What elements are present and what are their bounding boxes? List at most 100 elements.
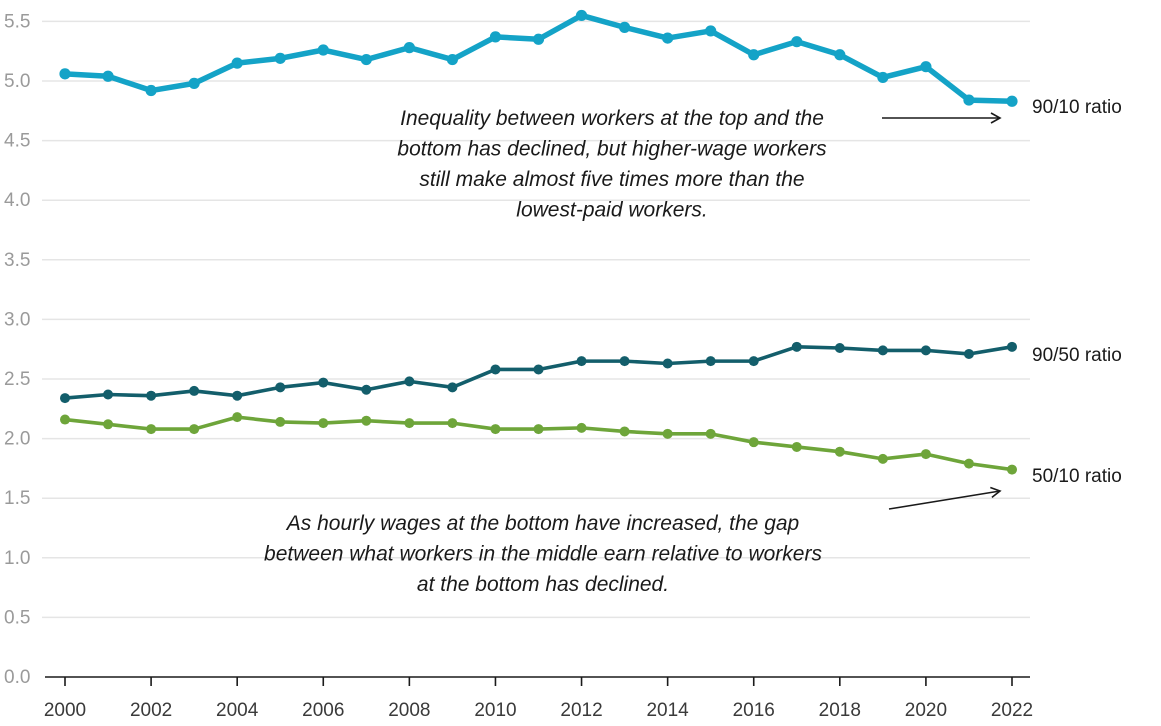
data-point [274, 52, 286, 64]
data-point [662, 428, 673, 439]
x-tick-label: 2006 [302, 700, 344, 721]
annotation-1: Inequality between workers at the top an… [397, 107, 827, 222]
data-point [490, 424, 501, 435]
data-point [318, 418, 329, 429]
series-50-10-ratio [60, 412, 1017, 475]
data-point [533, 424, 544, 435]
annotation-line: As hourly wages at the bottom have incre… [285, 512, 799, 535]
data-point [963, 458, 974, 469]
data-point [446, 53, 459, 66]
data-point [877, 71, 889, 84]
data-point [791, 341, 802, 352]
data-point [232, 412, 243, 423]
data-point [146, 424, 157, 435]
data-point [145, 84, 157, 97]
data-point [1007, 464, 1017, 475]
data-point [447, 418, 458, 429]
data-point [447, 382, 458, 393]
data-point [1007, 341, 1017, 352]
x-tick-label: 2000 [44, 700, 86, 721]
data-point [404, 418, 415, 429]
data-point [920, 449, 931, 460]
data-point [317, 44, 329, 56]
data-point [576, 422, 587, 433]
data-point [532, 33, 545, 45]
data-point [533, 364, 544, 375]
annotation-arrow [888, 486, 1002, 510]
x-axis: 2000 2002 2004 2006 2008 2010 2012 2014 2016 2018… [44, 676, 1033, 721]
series-label: 90/50 ratio [1032, 345, 1122, 366]
data-point [360, 53, 372, 66]
annotation-line: at the bottom has declined. [417, 573, 669, 596]
data-point [361, 384, 372, 395]
data-point [705, 428, 716, 439]
y-tick-label: 0.5 [4, 607, 30, 628]
series-90-50-ratio [60, 341, 1017, 404]
data-point [791, 36, 803, 48]
data-point [1006, 95, 1018, 107]
data-point [102, 70, 114, 82]
annotation-line: between what workers in the middle earn … [264, 543, 822, 566]
y-tick-label: 3.0 [4, 309, 30, 330]
x-tick-label: 2020 [905, 700, 947, 721]
data-point [877, 345, 888, 356]
x-tick-label: 2022 [991, 700, 1033, 721]
y-tick-label: 5.0 [4, 71, 30, 92]
data-point [963, 348, 974, 359]
y-tick-label: 4.5 [4, 131, 30, 152]
y-tick-label: 4.0 [4, 190, 30, 211]
data-point [232, 390, 243, 401]
x-tick-label: 2010 [474, 700, 516, 721]
data-point [576, 356, 587, 367]
x-tick-label: 2018 [819, 700, 861, 721]
x-tick-label: 2012 [560, 700, 602, 721]
annotation-line: Inequality between workers at the top an… [400, 107, 824, 130]
y-tick-label: 3.5 [4, 250, 30, 271]
data-point [275, 416, 286, 427]
x-tick-label: 2014 [646, 700, 689, 721]
data-point [361, 415, 372, 426]
series-label: 50/10 ratio [1032, 466, 1122, 487]
series-group [59, 9, 1018, 475]
y-tick-label: 0.0 [4, 667, 30, 688]
y-tick-label: 5.5 [4, 11, 30, 32]
y-tick-label: 2.0 [4, 429, 30, 450]
x-tick-label: 2004 [216, 700, 259, 721]
data-point [748, 356, 759, 367]
series-line [62, 12, 1015, 105]
data-point [231, 57, 243, 69]
annotation-2: As hourly wages at the bottom have incre… [264, 512, 822, 596]
data-point [748, 437, 759, 448]
y-tick-label: 1.5 [4, 488, 30, 509]
annotation-line: still make almost five times more than t… [419, 168, 804, 191]
data-point [189, 424, 200, 435]
data-point [963, 94, 975, 106]
gridlines: 0.0 0.5 1.0 1.5 2.0 2.5 3.0 3.5 4.0 4.5 5.0 5.5 [4, 11, 1030, 688]
data-point [834, 446, 845, 457]
data-point [575, 9, 588, 22]
data-point [189, 385, 200, 396]
data-point [834, 343, 845, 354]
data-point [275, 382, 286, 393]
data-point [618, 21, 631, 33]
x-tick-label: 2016 [733, 700, 775, 721]
data-point [59, 68, 71, 80]
data-point [60, 414, 70, 425]
series-label: 90/10 ratio [1032, 97, 1122, 118]
data-point [490, 364, 501, 375]
data-point [834, 49, 846, 61]
x-tick-label: 2008 [388, 700, 430, 721]
data-point [103, 419, 114, 430]
data-point [146, 390, 157, 401]
data-point [705, 356, 716, 367]
data-point [748, 49, 760, 61]
data-point [103, 389, 114, 400]
y-tick-label: 2.5 [4, 369, 30, 390]
annotations: Inequality between workers at the top an… [264, 107, 1002, 596]
data-point [619, 426, 630, 437]
data-point [403, 42, 415, 54]
x-tick-label: 2002 [130, 700, 172, 721]
data-point [188, 77, 200, 89]
y-tick-label: 1.0 [4, 548, 30, 569]
